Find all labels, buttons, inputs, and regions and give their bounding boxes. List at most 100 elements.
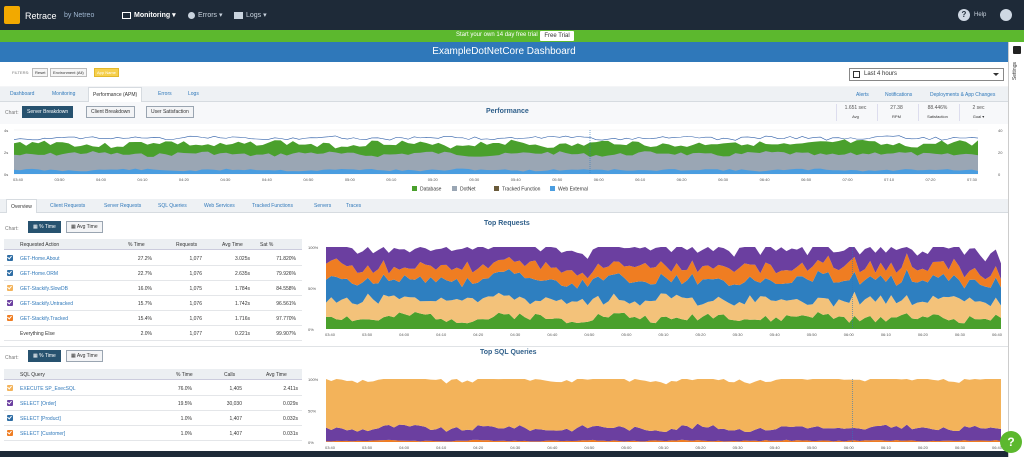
tab-notifications[interactable]: Notifications <box>885 92 913 98</box>
req-x-tick: 06:30 <box>955 332 966 337</box>
col-sql-avg-time[interactable]: Avg Time <box>266 372 287 378</box>
subtab-tracked-functions[interactable]: Tracked Functions <box>252 203 293 209</box>
col-sql-query[interactable]: SQL Query <box>20 372 45 378</box>
subtab-web-services[interactable]: Web Services <box>204 203 235 209</box>
checkbox-icon[interactable] <box>7 300 13 306</box>
perf-x-tick: 03:40 <box>13 177 24 182</box>
stat-goal[interactable]: 2 sec Goal ▾ <box>959 104 997 121</box>
settings-label[interactable]: Settings <box>1012 62 1018 81</box>
sql-query[interactable]: EXECUTE SP_ExecSQL <box>20 386 76 392</box>
free-trial-button[interactable]: Free Trial <box>540 31 574 41</box>
top-requests-chart[interactable]: 100% 50% 0% 03:40 03:50 04:00 04:10 04:20 04:30 0… <box>306 239 1006 339</box>
tab-deployments[interactable]: Deployments & App Changes <box>930 92 996 98</box>
subtab-overview[interactable]: Overview <box>6 199 37 213</box>
col-sat-pct[interactable]: Sat % <box>260 242 274 248</box>
checkbox-icon[interactable] <box>7 315 13 321</box>
tab-errors[interactable]: Errors <box>158 91 172 97</box>
checkbox-icon[interactable] <box>7 400 13 406</box>
request-action[interactable]: GET-Home.ORM <box>20 271 59 277</box>
sql-query[interactable]: SELECT [Customer] <box>20 431 66 437</box>
request-action[interactable]: GET-Stackify.SlowDB <box>20 286 68 292</box>
request-action[interactable]: GET-Stackify.Tracked <box>20 316 69 322</box>
perf-legend-swatch <box>412 186 417 191</box>
settings-panel[interactable]: Settings <box>1008 42 1024 457</box>
sql-query[interactable]: SELECT [Order] <box>20 401 57 407</box>
nav-errors[interactable]: Errors ▾ <box>188 11 223 19</box>
subtab-traces[interactable]: Traces <box>346 203 362 209</box>
tab-monitoring[interactable]: Monitoring <box>52 91 76 97</box>
col-avg-time[interactable]: Avg Time <box>222 242 243 248</box>
sql-pct-time-button[interactable]: ▦ % Time <box>28 350 61 362</box>
request-row[interactable]: GET-Home.About 27.2% 1,077 3.025s 71.820% <box>4 251 302 266</box>
req-x-tick: 06:20 <box>918 332 929 337</box>
app-name[interactable]: Retrace <box>25 11 57 21</box>
tab-dashboard[interactable]: Dashboard <box>10 91 35 97</box>
perf-legend-swatch <box>452 186 457 191</box>
reset-filter-button[interactable]: Reset <box>32 68 49 77</box>
col-requests[interactable]: Requests <box>176 242 198 248</box>
tab-alerts[interactable]: Alerts <box>856 92 869 98</box>
request-avg: 3.025s <box>234 256 250 262</box>
user-avatar-icon[interactable] <box>1000 9 1012 21</box>
checkbox-icon[interactable] <box>7 285 13 291</box>
request-action[interactable]: Everything Else <box>20 331 55 337</box>
sql-row[interactable]: SELECT [Customer] 1.0% 1,407 0.031s <box>4 426 302 441</box>
req-area <box>326 247 1001 280</box>
request-row[interactable]: GET-Stackify.Tracked 15.4% 1,076 1.716s 97.7… <box>4 311 302 326</box>
col-pct-time[interactable]: % Time <box>128 242 145 248</box>
sql-row[interactable]: EXECUTE SP_ExecSQL 76.0% 1,405 2.411s <box>4 381 302 396</box>
subtab-server-requests[interactable]: Server Requests <box>104 203 142 209</box>
col-calls[interactable]: Calls <box>224 372 236 378</box>
client-breakdown-button[interactable]: Client Breakdown <box>86 106 136 118</box>
retrace-logo-icon[interactable] <box>4 6 20 24</box>
top-sql-chart[interactable]: 100% 50% 0% 03:40 03:50 04:00 04:10 04:20 04:30 0… <box>306 371 1006 452</box>
help-chat-icon[interactable]: ? <box>1000 431 1022 453</box>
request-row[interactable]: Everything Else 2.0% 1,077 0.221s 99.907% <box>4 326 302 341</box>
subtab-sql-queries[interactable]: SQL Queries <box>158 203 187 209</box>
subtab-servers[interactable]: Servers <box>314 203 332 209</box>
checkbox-icon[interactable] <box>7 415 13 421</box>
request-row[interactable]: GET-Stackify.SlowDB 16.0% 1,075 1.784s 84.55… <box>4 281 302 296</box>
checkbox-icon[interactable] <box>7 430 13 436</box>
perf-legend-label[interactable]: Web External <box>558 187 588 193</box>
request-sat: 84.558% <box>276 286 296 292</box>
perf-legend-label[interactable]: DotNet <box>460 187 476 193</box>
sql-row[interactable]: SELECT [Order] 19.5% 30,030 0.029s <box>4 396 302 411</box>
req-x-tick: 05:20 <box>696 332 707 337</box>
sql-query[interactable]: SELECT [Product] <box>20 416 61 422</box>
time-range-select[interactable]: Last 4 hours <box>849 68 1004 81</box>
sql-avg-time-button[interactable]: ▦ Avg Time <box>66 350 103 362</box>
checkbox-icon[interactable] <box>7 255 13 261</box>
checkbox-icon[interactable] <box>7 385 13 391</box>
help-icon[interactable]: ? <box>958 9 970 21</box>
req-x-tick: 04:50 <box>584 332 595 337</box>
tab-performance[interactable]: Performance (APM) <box>88 87 143 102</box>
request-action[interactable]: GET-Home.About <box>20 256 60 262</box>
sql-pct-time-label: % Time <box>39 353 56 359</box>
subtab-client-requests[interactable]: Client Requests <box>50 203 86 209</box>
requests-pct-time-button[interactable]: ▦ % Time <box>28 221 61 233</box>
nav-monitoring[interactable]: Monitoring ▾ <box>122 11 176 19</box>
perf-legend-label[interactable]: Tracked Function <box>502 187 541 193</box>
requests-avg-time-button[interactable]: ▦ Avg Time <box>66 221 103 233</box>
request-action[interactable]: GET-Stackify.Untracked <box>20 301 73 307</box>
server-breakdown-button[interactable]: Server Breakdown <box>22 106 74 118</box>
time-range-value: Last 4 hours <box>864 71 898 77</box>
environment-filter[interactable]: Environment (All) <box>50 68 87 77</box>
nav-logs[interactable]: Logs ▾ <box>234 11 267 19</box>
user-satisfaction-button[interactable]: User Satisfaction <box>146 106 194 118</box>
request-row[interactable]: GET-Home.ORM 22.7% 1,076 2.635s 79.926% <box>4 266 302 281</box>
perf-x-tick: 05:50 <box>552 177 563 182</box>
perf-legend-label[interactable]: Database <box>420 187 442 193</box>
help-label[interactable]: Help <box>974 12 987 18</box>
checkbox-icon[interactable] <box>7 270 13 276</box>
sql-row[interactable]: SELECT [Product] 1.0% 1,407 0.032s <box>4 411 302 426</box>
col-sql-pct-time[interactable]: % Time <box>176 372 193 378</box>
app-name-filter[interactable]: App Name <box>94 68 119 77</box>
request-row[interactable]: GET-Stackify.Untracked 15.7% 1,076 1.742s 96… <box>4 296 302 311</box>
tab-logs[interactable]: Logs <box>188 91 199 97</box>
pin-icon[interactable] <box>1013 46 1021 54</box>
performance-chart[interactable]: 4s 2s 0s 40 20 0 03:40 03:50 04:00 04:10 04:20 04:3… <box>0 124 1008 199</box>
col-requested-action[interactable]: Requested Action <box>20 242 60 248</box>
